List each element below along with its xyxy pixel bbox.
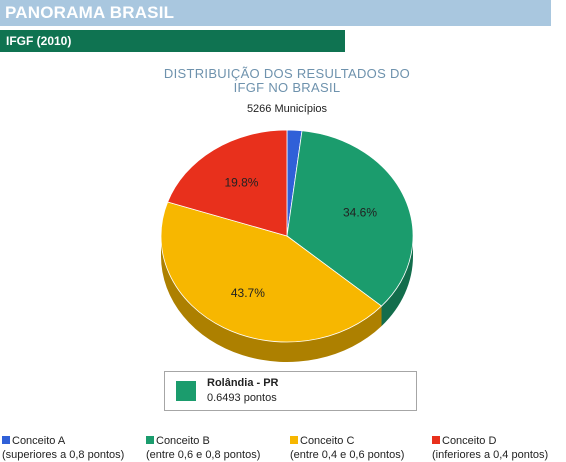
section-title: IFGF (2010) [6,34,72,48]
legend-swatch-conceito-c [290,436,298,444]
legend-label-conceito-c: Conceito C [300,435,355,447]
legend-item-conceito-b: Conceito B (entre 0,6 e 0,8 pontos) [146,434,260,462]
legend-swatch-conceito-b [146,436,154,444]
legend-label-conceito-d: Conceito D [442,435,497,447]
subheader-bar: IFGF (2010) [0,30,345,52]
legend-range-conceito-b: (entre 0,6 e 0,8 pontos) [146,449,261,461]
city-name: Rolândia - PR [207,377,279,389]
pie-slice-conceito-b [286,130,414,307]
pie-sides [161,236,413,362]
chart-subtitle: 5266 Municípios [246,103,328,115]
chart-title-line-2: IFGF NO BRASIL [233,80,341,95]
city-color-swatch [176,381,196,401]
legend-swatch-conceito-a [2,436,10,444]
legend-range-conceito-d: (inferiores a 0,4 pontos) [432,449,549,461]
pie-side-conceito-c [161,236,382,362]
legend-label-conceito-b: Conceito B [156,435,210,447]
pie-slice-conceito-c [160,201,383,343]
legend-item-conceito-a: Conceito A (superiores a 0,8 pontos) [2,434,124,462]
legend-item-conceito-d: Conceito D (inferiores a 0,4 pontos) [432,434,548,462]
chart-title: DISTRIBUIÇÃO DOS RESULTADOS DO IFGF NO B… [140,67,434,95]
legend-range-conceito-c: (entre 0,4 e 0,6 pontos) [290,449,405,461]
pie-side-conceito-b [381,236,413,327]
city-result-box: Rolândia - PR 0.6493 pontos [164,371,417,411]
legend-label-conceito-a: Conceito A [12,435,66,447]
page-title: PANORAMA BRASIL [5,3,175,22]
header-bar: PANORAMA BRASIL [0,0,551,26]
pie-label-conceito-d: 19.8% [224,176,258,190]
pie-slice-conceito-d [167,129,288,237]
pie-label-conceito-c: 43.7% [231,286,265,300]
chart-title-line-1: DISTRIBUIÇÃO DOS RESULTADOS DO [163,66,411,81]
city-score: 0.6493 pontos [207,392,277,404]
legend-range-conceito-a: (superiores a 0,8 pontos) [2,449,125,461]
legend-item-conceito-c: Conceito C (entre 0,4 e 0,6 pontos) [290,434,404,462]
pie-label-conceito-b: 34.6% [343,206,377,220]
legend-swatch-conceito-d [432,436,440,444]
